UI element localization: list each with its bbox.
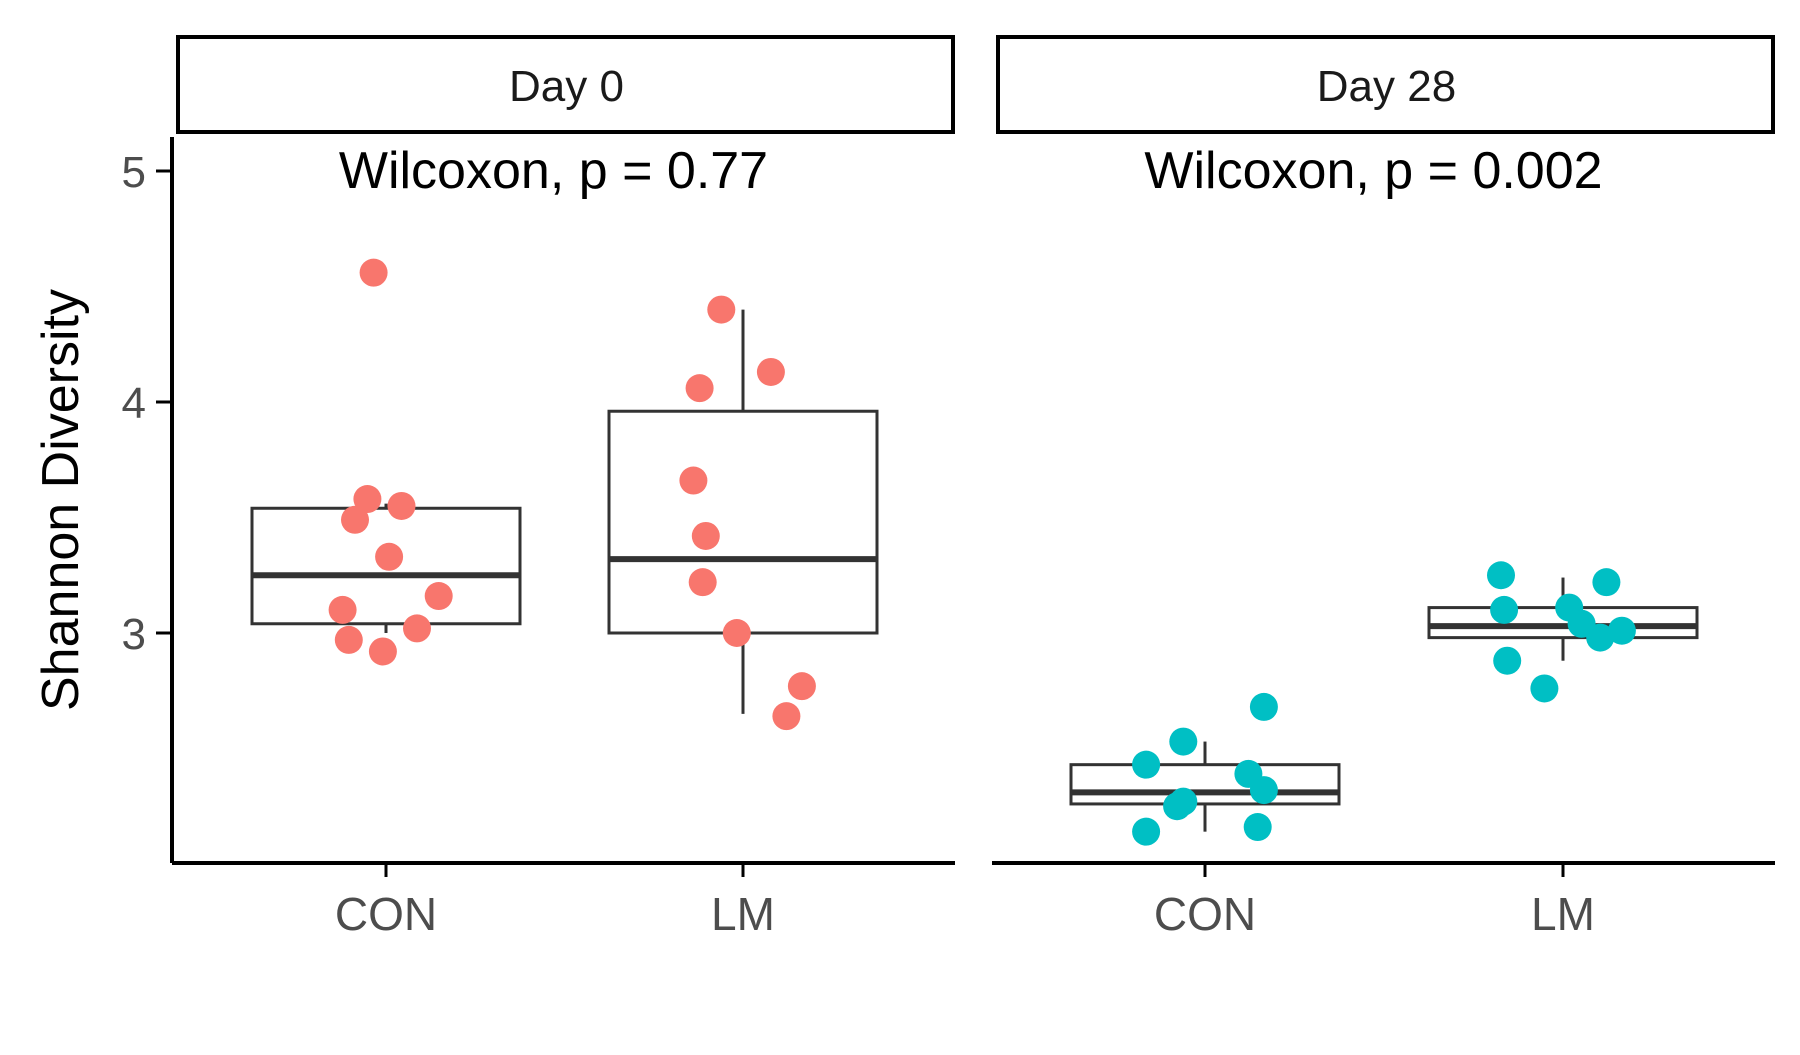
data-point xyxy=(341,505,369,534)
facet-strip xyxy=(176,35,955,134)
data-point xyxy=(1487,561,1515,590)
data-point xyxy=(1493,646,1522,675)
data-point xyxy=(707,295,736,324)
box-iqr xyxy=(607,409,879,635)
x-tick-label: LM xyxy=(1531,888,1595,940)
data-point xyxy=(368,637,397,666)
data-point xyxy=(1163,792,1192,821)
data-point xyxy=(685,374,714,403)
x-tick-label: LM xyxy=(711,888,775,940)
facet-strip-label: Day 0 xyxy=(509,62,624,111)
data-point xyxy=(359,258,388,287)
y-axis-title: Shannon Diversity xyxy=(32,289,90,711)
y-tick-label: 5 xyxy=(122,148,146,197)
x-tick-label: CON xyxy=(1154,888,1256,940)
data-point xyxy=(424,582,453,611)
data-point xyxy=(403,614,431,643)
data-point xyxy=(353,485,382,514)
data-point xyxy=(334,625,363,654)
data-point xyxy=(1607,616,1636,645)
data-point xyxy=(679,466,708,495)
y-tick-label: 3 xyxy=(122,610,146,659)
data-point xyxy=(328,595,357,624)
data-point xyxy=(1586,623,1615,652)
x-tick-label: CON xyxy=(335,888,437,940)
data-point xyxy=(1243,813,1272,842)
data-point xyxy=(375,542,404,571)
data-point xyxy=(722,619,751,647)
data-point xyxy=(1132,750,1161,779)
box-iqr xyxy=(1069,763,1341,806)
y-tick-label: 4 xyxy=(122,379,146,428)
facet-strip xyxy=(996,35,1775,134)
data-point xyxy=(1249,692,1278,721)
data-point xyxy=(1249,776,1278,805)
data-point xyxy=(772,702,801,731)
data-point xyxy=(1530,674,1559,703)
data-point xyxy=(387,491,416,520)
data-point xyxy=(688,568,717,597)
wilcoxon-annotation: Wilcoxon, p = 0.002 xyxy=(1144,142,1602,200)
facet-strip-label: Day 28 xyxy=(1317,62,1456,111)
data-point xyxy=(1490,595,1519,624)
data-point xyxy=(691,521,720,550)
data-point xyxy=(756,357,785,386)
data-point xyxy=(1592,568,1621,597)
data-point xyxy=(1132,817,1161,846)
data-point xyxy=(1169,727,1198,756)
wilcoxon-annotation: Wilcoxon, p = 0.77 xyxy=(339,142,768,200)
data-point xyxy=(787,672,816,701)
